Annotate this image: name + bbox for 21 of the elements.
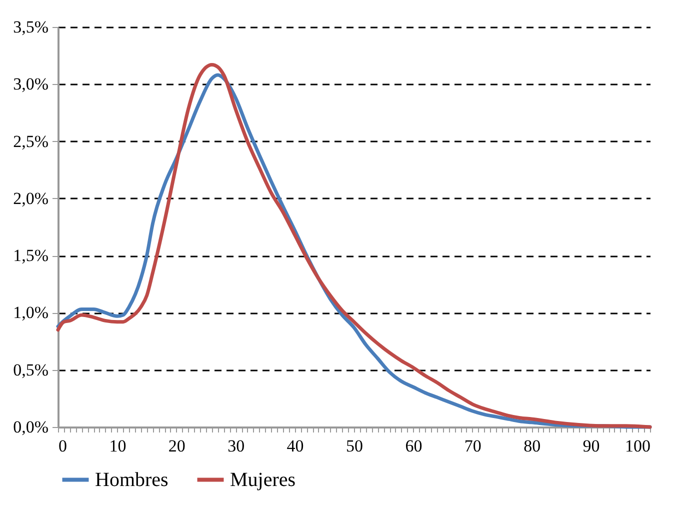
x-tick-label: 20 xyxy=(168,436,186,456)
y-tick-label: 1,5% xyxy=(13,246,48,266)
y-tick-label: 0,5% xyxy=(13,360,48,380)
x-tick-label: 70 xyxy=(464,436,482,456)
y-tick-label: 3,0% xyxy=(13,74,48,94)
y-tick-label: 1,0% xyxy=(13,303,48,322)
x-tick-label: 90 xyxy=(582,436,600,456)
x-tick-label: 10 xyxy=(109,436,126,456)
x-tick-label: 100 xyxy=(625,436,650,456)
y-tick-label: 3,5% xyxy=(13,18,48,36)
y-tick-label: 0,0% xyxy=(13,418,48,436)
x-tick-label: 60 xyxy=(405,436,422,456)
legend-label: Mujeres xyxy=(230,468,296,491)
x-tick-label: 0 xyxy=(58,436,67,456)
x-tick-label: 40 xyxy=(286,436,304,456)
y-tick-label: 2,0% xyxy=(13,188,48,208)
legend-label: Hombres xyxy=(95,468,169,491)
x-tick-label: 80 xyxy=(524,436,541,456)
y-tick-label: 2,5% xyxy=(13,132,48,151)
x-tick-label: 50 xyxy=(346,436,363,456)
x-tick-label: 30 xyxy=(228,436,245,456)
